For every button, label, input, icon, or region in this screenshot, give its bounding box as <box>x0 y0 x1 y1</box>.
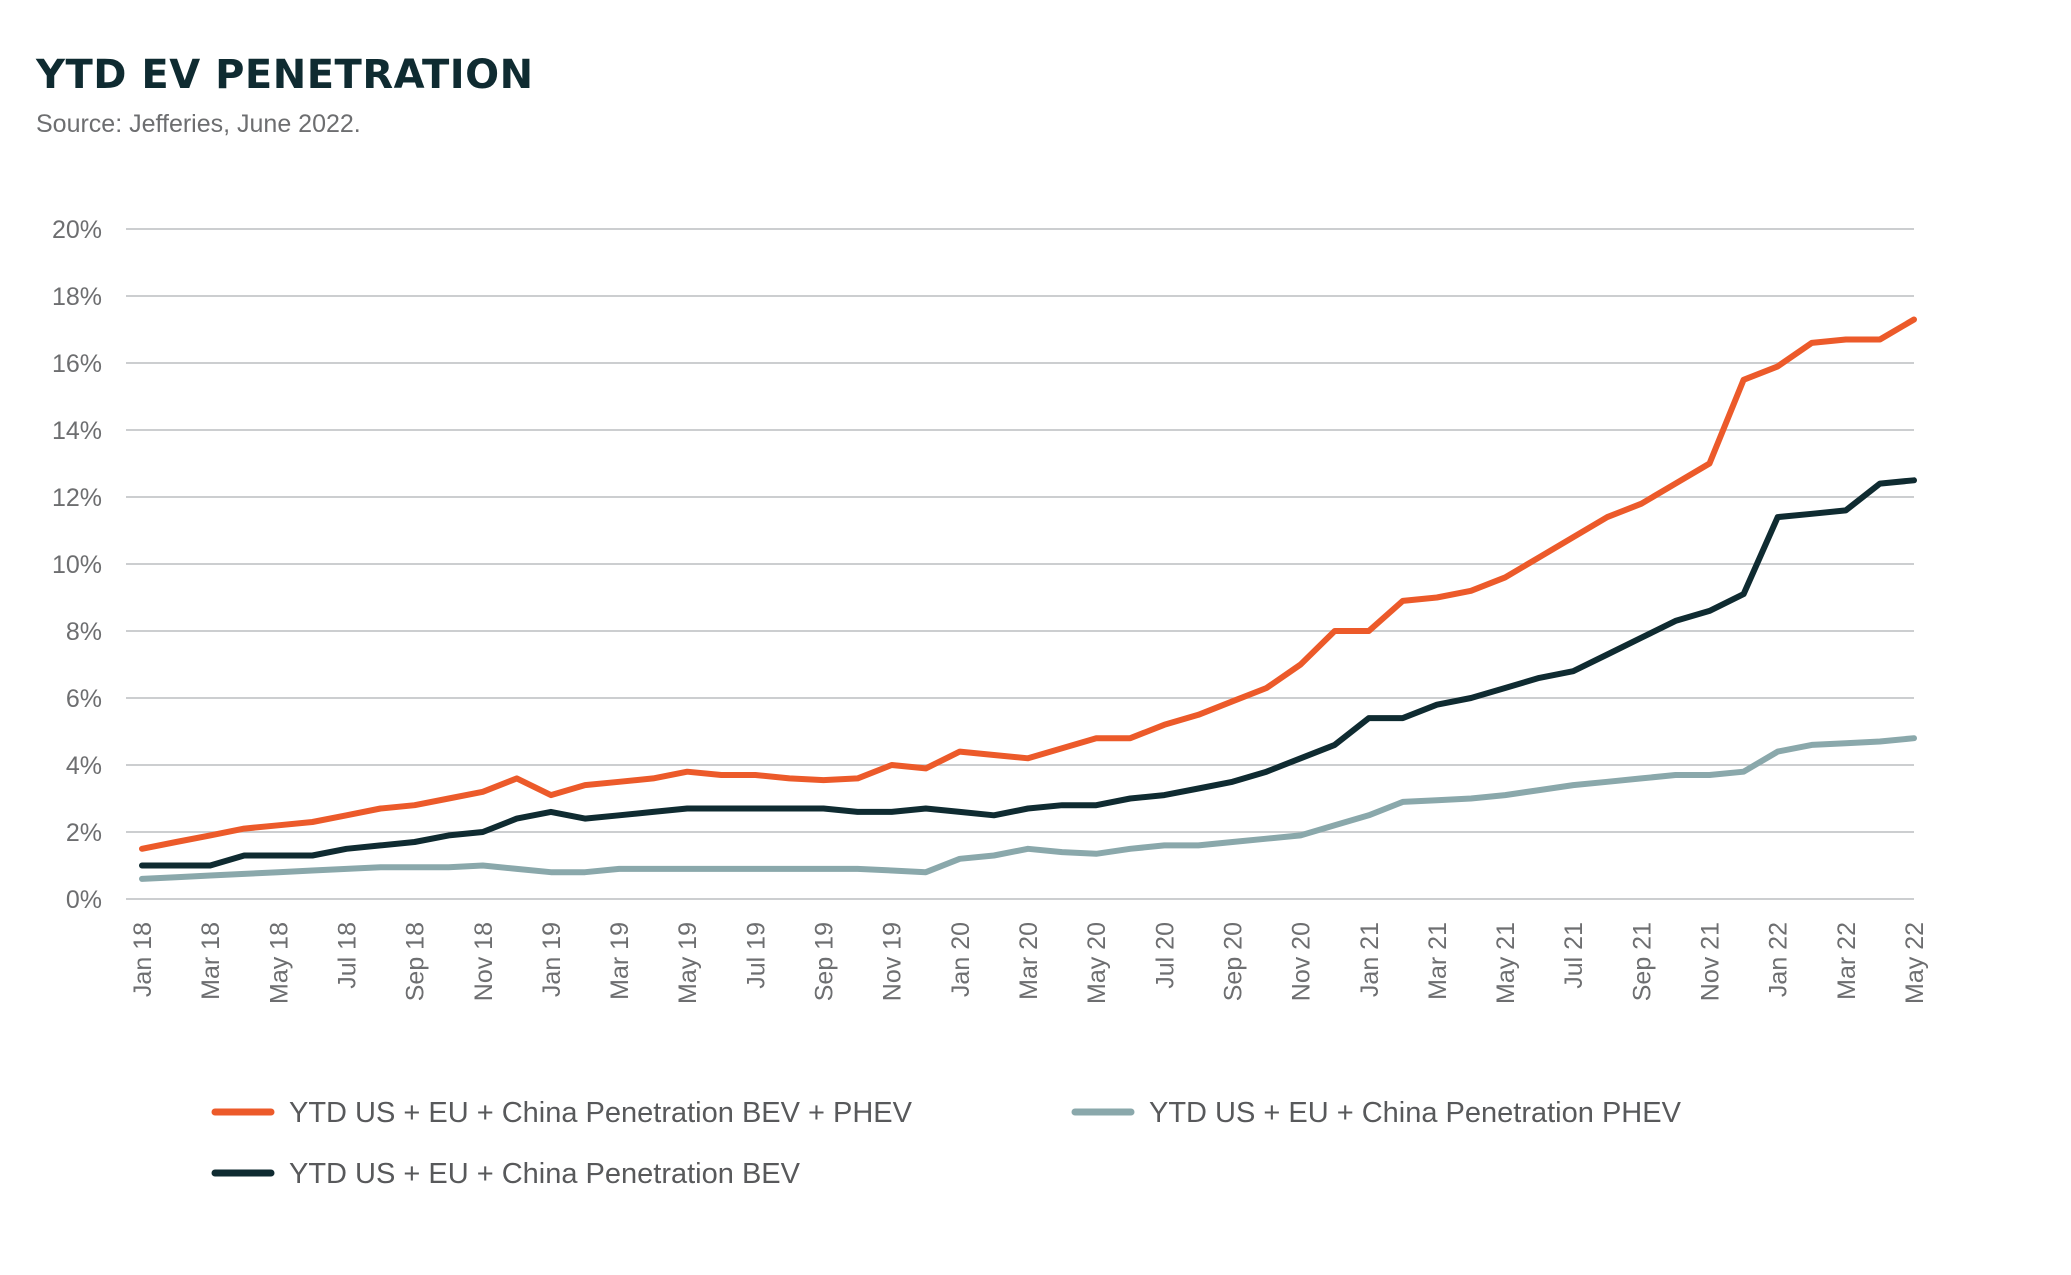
x-tick-label: Jul 18 <box>333 922 361 989</box>
x-tick-label: May 18 <box>265 922 293 1004</box>
legend-item: YTD US + EU + China Penetration BEV + PH… <box>211 1097 913 1129</box>
x-axis-ticks: Jan 18 Mar 18 May 18 Jul 18 Sep 18 Nov 18 Jan … <box>129 922 1929 1004</box>
x-tick-label: Sep 18 <box>402 922 430 1001</box>
x-tick-label: Nov 20 <box>1288 922 1316 1001</box>
y-tick-label: 14% <box>52 417 102 445</box>
y-tick-label: 16% <box>52 350 102 378</box>
series-line-bev-phev <box>139 316 1917 852</box>
x-tick-label: Mar 18 <box>197 922 225 1000</box>
x-tick-label: May 21 <box>1492 922 1520 1004</box>
legend-item: YTD US + EU + China Penetration BEV <box>211 1158 801 1190</box>
y-tick-label: 2% <box>66 819 102 847</box>
series-lines <box>139 316 1917 882</box>
x-tick-label: Jan 21 <box>1356 922 1384 997</box>
legend-label: YTD US + EU + China Penetration BEV + PH… <box>289 1097 913 1129</box>
x-tick-label: Mar 22 <box>1833 922 1861 1000</box>
x-tick-label: Jul 21 <box>1560 922 1588 989</box>
x-tick-label: Mar 20 <box>1015 922 1043 1000</box>
x-tick-label: Jan 19 <box>538 922 566 997</box>
x-tick-label: Mar 19 <box>606 922 634 1000</box>
x-tick-label: Mar 21 <box>1424 922 1452 1000</box>
y-tick-label: 8% <box>66 618 102 646</box>
x-tick-label: Nov 18 <box>470 922 498 1001</box>
x-tick-label: Jul 20 <box>1151 922 1179 989</box>
grid-lines <box>126 228 1914 900</box>
x-tick-label: Sep 20 <box>1219 922 1247 1001</box>
x-tick-label: Jan 22 <box>1765 922 1793 997</box>
x-tick-label: May 20 <box>1083 922 1111 1004</box>
series-line-bev <box>139 477 1917 869</box>
legend-item: YTD US + EU + China Penetration PHEV <box>1071 1097 1682 1129</box>
x-tick-label: Jul 19 <box>742 922 770 989</box>
series-line-phev <box>139 735 1917 882</box>
y-tick-label: 18% <box>52 283 102 311</box>
y-tick-label: 0% <box>66 886 102 914</box>
y-tick-label: 12% <box>52 484 102 512</box>
y-tick-label: 20% <box>52 216 102 244</box>
y-tick-label: 10% <box>52 551 102 579</box>
x-tick-label: Sep 21 <box>1628 922 1656 1001</box>
legend-label: YTD US + EU + China Penetration PHEV <box>1149 1097 1682 1129</box>
y-axis-ticks: 0% 2% 4% 6% 8% 10% 12% 14% 16% 18% 20% <box>52 216 102 914</box>
chart-title: YTD EV PENETRATION <box>36 52 534 98</box>
y-tick-label: 4% <box>66 752 102 780</box>
legend: YTD US + EU + China Penetration BEV + PH… <box>211 1097 1682 1190</box>
chart-subtitle: Source: Jefferies, June 2022. <box>36 110 361 138</box>
x-tick-label: May 22 <box>1901 922 1929 1004</box>
legend-label: YTD US + EU + China Penetration BEV <box>289 1158 801 1190</box>
x-tick-label: May 19 <box>674 922 702 1004</box>
x-tick-label: Jan 18 <box>129 922 157 997</box>
x-tick-label: Jan 20 <box>947 922 975 997</box>
y-tick-label: 6% <box>66 685 102 713</box>
x-tick-label: Nov 19 <box>879 922 907 1001</box>
x-tick-label: Sep 19 <box>811 922 839 1001</box>
x-tick-label: Nov 21 <box>1697 922 1725 1001</box>
